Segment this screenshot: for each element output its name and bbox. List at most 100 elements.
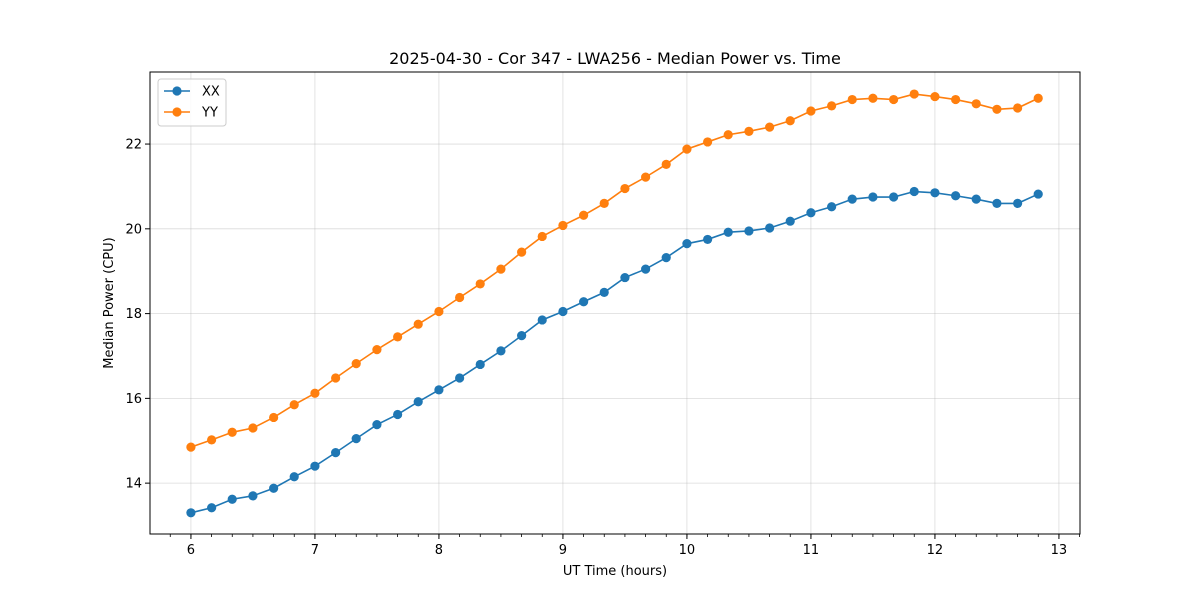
y-tick-label: 14 [125,477,142,492]
data-point-yy [847,94,857,105]
data-point-xx [372,420,382,430]
data-point-xx [186,508,196,518]
x-tick-label: 6 [187,543,195,558]
y-tick-label: 18 [125,307,142,322]
data-point-yy [207,435,217,445]
data-point-yy [413,319,423,329]
data-point-yy [682,144,692,154]
data-point-xx [744,226,754,236]
data-point-yy [289,400,299,410]
data-point-yy [806,106,816,116]
data-point-yy [1033,93,1043,103]
data-point-xx [558,306,568,317]
data-point-xx [248,491,258,501]
data-point-xx [331,448,341,458]
data-point-xx [992,198,1002,208]
data-point-yy [641,172,651,182]
x-tick-label: 13 [1051,543,1068,558]
data-point-yy [827,101,837,111]
data-point-yy [186,442,196,452]
data-point-yy [661,159,671,169]
legend: XX YY [157,78,227,127]
data-point-yy [455,292,465,303]
data-point-yy [372,345,382,355]
x-tick-label: 10 [679,543,696,558]
data-point-yy [744,126,754,136]
data-point-yy [992,104,1002,114]
data-point-xx [227,494,237,504]
legend-marker-yy [172,107,182,117]
data-point-xx [971,194,981,204]
data-point-xx [847,194,857,204]
data-point-xx [682,239,692,249]
y-tick-label: 16 [125,392,142,407]
x-tick-label: 8 [435,543,443,558]
data-point-yy [951,94,961,105]
data-point-yy [331,373,341,383]
data-point-xx [207,503,217,513]
axes: 6 7 8 9 10 11 12 13 14 16 18 20 22 [125,138,1080,558]
y-tick-label: 20 [125,222,142,237]
data-point-xx [537,315,547,325]
data-point-xx [413,397,423,407]
data-point-xx [599,287,609,298]
chart-title: 2025-04-30 - Cor 347 - LWA256 - Median P… [389,49,841,68]
x-tick-label: 12 [927,543,944,558]
data-point-xx [289,472,299,482]
data-point-yy [703,137,713,147]
data-point-yy [517,247,527,257]
data-point-yy [351,359,361,369]
data-point-yy [393,332,403,342]
data-point-yy [909,89,919,99]
data-point-xx [351,434,361,444]
data-point-xx [703,234,713,245]
x-tick-label: 11 [803,543,820,558]
data-point-yy [889,94,899,105]
data-point-yy [434,306,444,317]
data-point-yy [248,423,258,433]
y-axis-label: Median Power (CPU) [102,237,117,368]
data-point-yy [537,231,547,242]
series-layer [186,89,1043,518]
data-point-xx [661,253,671,263]
data-point-xx [889,192,899,202]
data-point-xx [434,385,444,395]
data-point-yy [599,198,609,208]
data-point-xx [1013,198,1023,208]
data-point-yy [227,427,237,437]
data-point-xx [393,409,403,420]
data-point-xx [579,297,589,307]
data-point-xx [868,192,878,202]
data-point-xx [723,227,733,237]
data-point-yy [930,91,940,102]
data-point-xx [765,223,775,233]
data-point-xx [641,264,651,274]
data-point-yy [579,210,589,220]
data-point-yy [269,412,279,423]
data-point-xx [785,216,795,226]
data-point-yy [723,130,733,140]
legend-label-yy: YY [201,106,218,121]
data-point-yy [765,122,775,132]
data-point-xx [517,331,527,341]
plot-frame [149,71,1081,535]
data-point-yy [785,116,795,126]
data-point-xx [806,208,816,218]
x-tick-label: 9 [559,543,567,558]
data-point-yy [620,183,630,194]
data-point-yy [496,264,506,274]
data-point-yy [971,99,981,109]
data-point-xx [951,191,961,201]
legend-marker-xx [172,86,182,96]
data-point-xx [827,202,837,212]
data-point-yy [310,388,320,398]
data-point-xx [475,359,485,370]
data-point-yy [868,93,878,103]
legend-label-xx: XX [202,85,220,100]
data-point-xx [496,346,506,356]
data-point-yy [1013,103,1023,113]
y-tick-label: 22 [125,138,142,153]
x-tick-label: 7 [311,543,319,558]
data-point-xx [909,186,919,197]
